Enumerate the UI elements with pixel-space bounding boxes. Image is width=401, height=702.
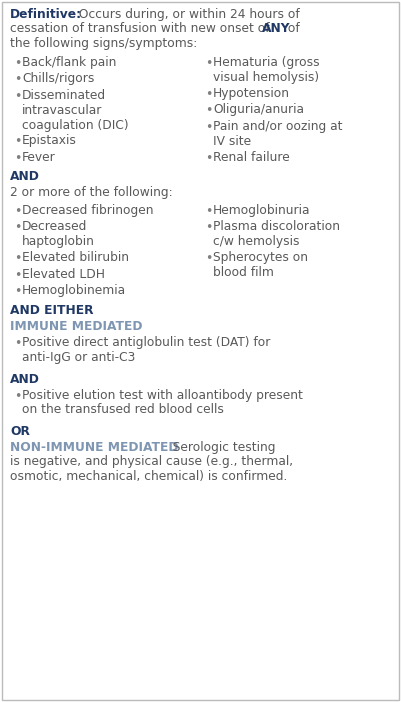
Text: Elevated LDH: Elevated LDH [22,267,105,281]
Text: Plasma discoloration
c/w hemolysis: Plasma discoloration c/w hemolysis [213,220,340,249]
Text: Disseminated
intravascular
coagulation (DIC): Disseminated intravascular coagulation (… [22,89,129,132]
Text: Decreased fibrinogen: Decreased fibrinogen [22,204,154,217]
Text: •: • [14,390,21,402]
Text: Back/flank pain: Back/flank pain [22,56,116,69]
Text: •: • [14,221,21,234]
Text: Hemoglobinemia: Hemoglobinemia [22,284,126,297]
Text: Occurs during, or within 24 hours of: Occurs during, or within 24 hours of [75,8,300,21]
Text: AND: AND [10,373,40,385]
Text: Definitive:: Definitive: [10,8,82,21]
Text: Renal failure: Renal failure [213,151,290,164]
Text: Positive direct antiglobulin test (DAT) for: Positive direct antiglobulin test (DAT) … [22,336,270,350]
Text: Epistaxis: Epistaxis [22,134,77,147]
Text: Pain and/or oozing at
IV site: Pain and/or oozing at IV site [213,120,342,148]
Text: •: • [14,252,21,265]
Text: Fever: Fever [22,151,56,164]
Text: Hematuria (gross
visual hemolysis): Hematuria (gross visual hemolysis) [213,56,320,84]
Text: cessation of transfusion with new onset of: cessation of transfusion with new onset … [10,22,273,36]
Text: IMMUNE MEDIATED: IMMUNE MEDIATED [10,320,142,333]
Text: 2 or more of the following:: 2 or more of the following: [10,186,172,199]
Text: •: • [14,73,21,86]
Text: •: • [14,205,21,218]
Text: AND EITHER: AND EITHER [10,304,93,317]
Text: •: • [14,152,21,165]
Text: •: • [14,285,21,298]
Text: •: • [205,57,213,70]
Text: Chills/rigors: Chills/rigors [22,72,94,86]
Text: •: • [14,90,21,103]
Text: on the transfused red blood cells: on the transfused red blood cells [22,403,224,416]
Text: anti-IgG or anti-C3: anti-IgG or anti-C3 [22,351,136,364]
Text: Hypotension: Hypotension [213,87,290,100]
Text: osmotic, mechanical, chemical) is confirmed.: osmotic, mechanical, chemical) is confir… [10,470,288,483]
Text: Decreased
haptoglobin: Decreased haptoglobin [22,220,95,249]
Text: •: • [205,252,213,265]
Text: OR: OR [10,425,30,438]
Text: is negative, and physical cause (e.g., thermal,: is negative, and physical cause (e.g., t… [10,455,293,468]
Text: •: • [14,135,21,148]
Text: •: • [14,338,21,350]
Text: the following signs/symptoms:: the following signs/symptoms: [10,37,197,50]
Text: •: • [205,121,213,134]
Text: Oliguria/anuria: Oliguria/anuria [213,103,304,117]
Text: ANY: ANY [262,22,290,36]
Text: •: • [14,57,21,70]
Text: •: • [14,269,21,282]
Text: •: • [205,152,213,165]
Text: •: • [205,105,213,117]
Text: Spherocytes on
blood film: Spherocytes on blood film [213,251,308,279]
Text: •: • [205,221,213,234]
Text: AND: AND [10,171,40,183]
Text: •: • [205,88,213,101]
Text: NON-IMMUNE MEDIATED: NON-IMMUNE MEDIATED [10,441,178,453]
Text: Hemoglobinuria: Hemoglobinuria [213,204,310,217]
Text: Serologic testing: Serologic testing [165,441,275,453]
Text: Elevated bilirubin: Elevated bilirubin [22,251,129,264]
Text: •: • [205,205,213,218]
Text: Positive elution test with alloantibody present: Positive elution test with alloantibody … [22,388,303,402]
Text: of: of [284,22,300,36]
